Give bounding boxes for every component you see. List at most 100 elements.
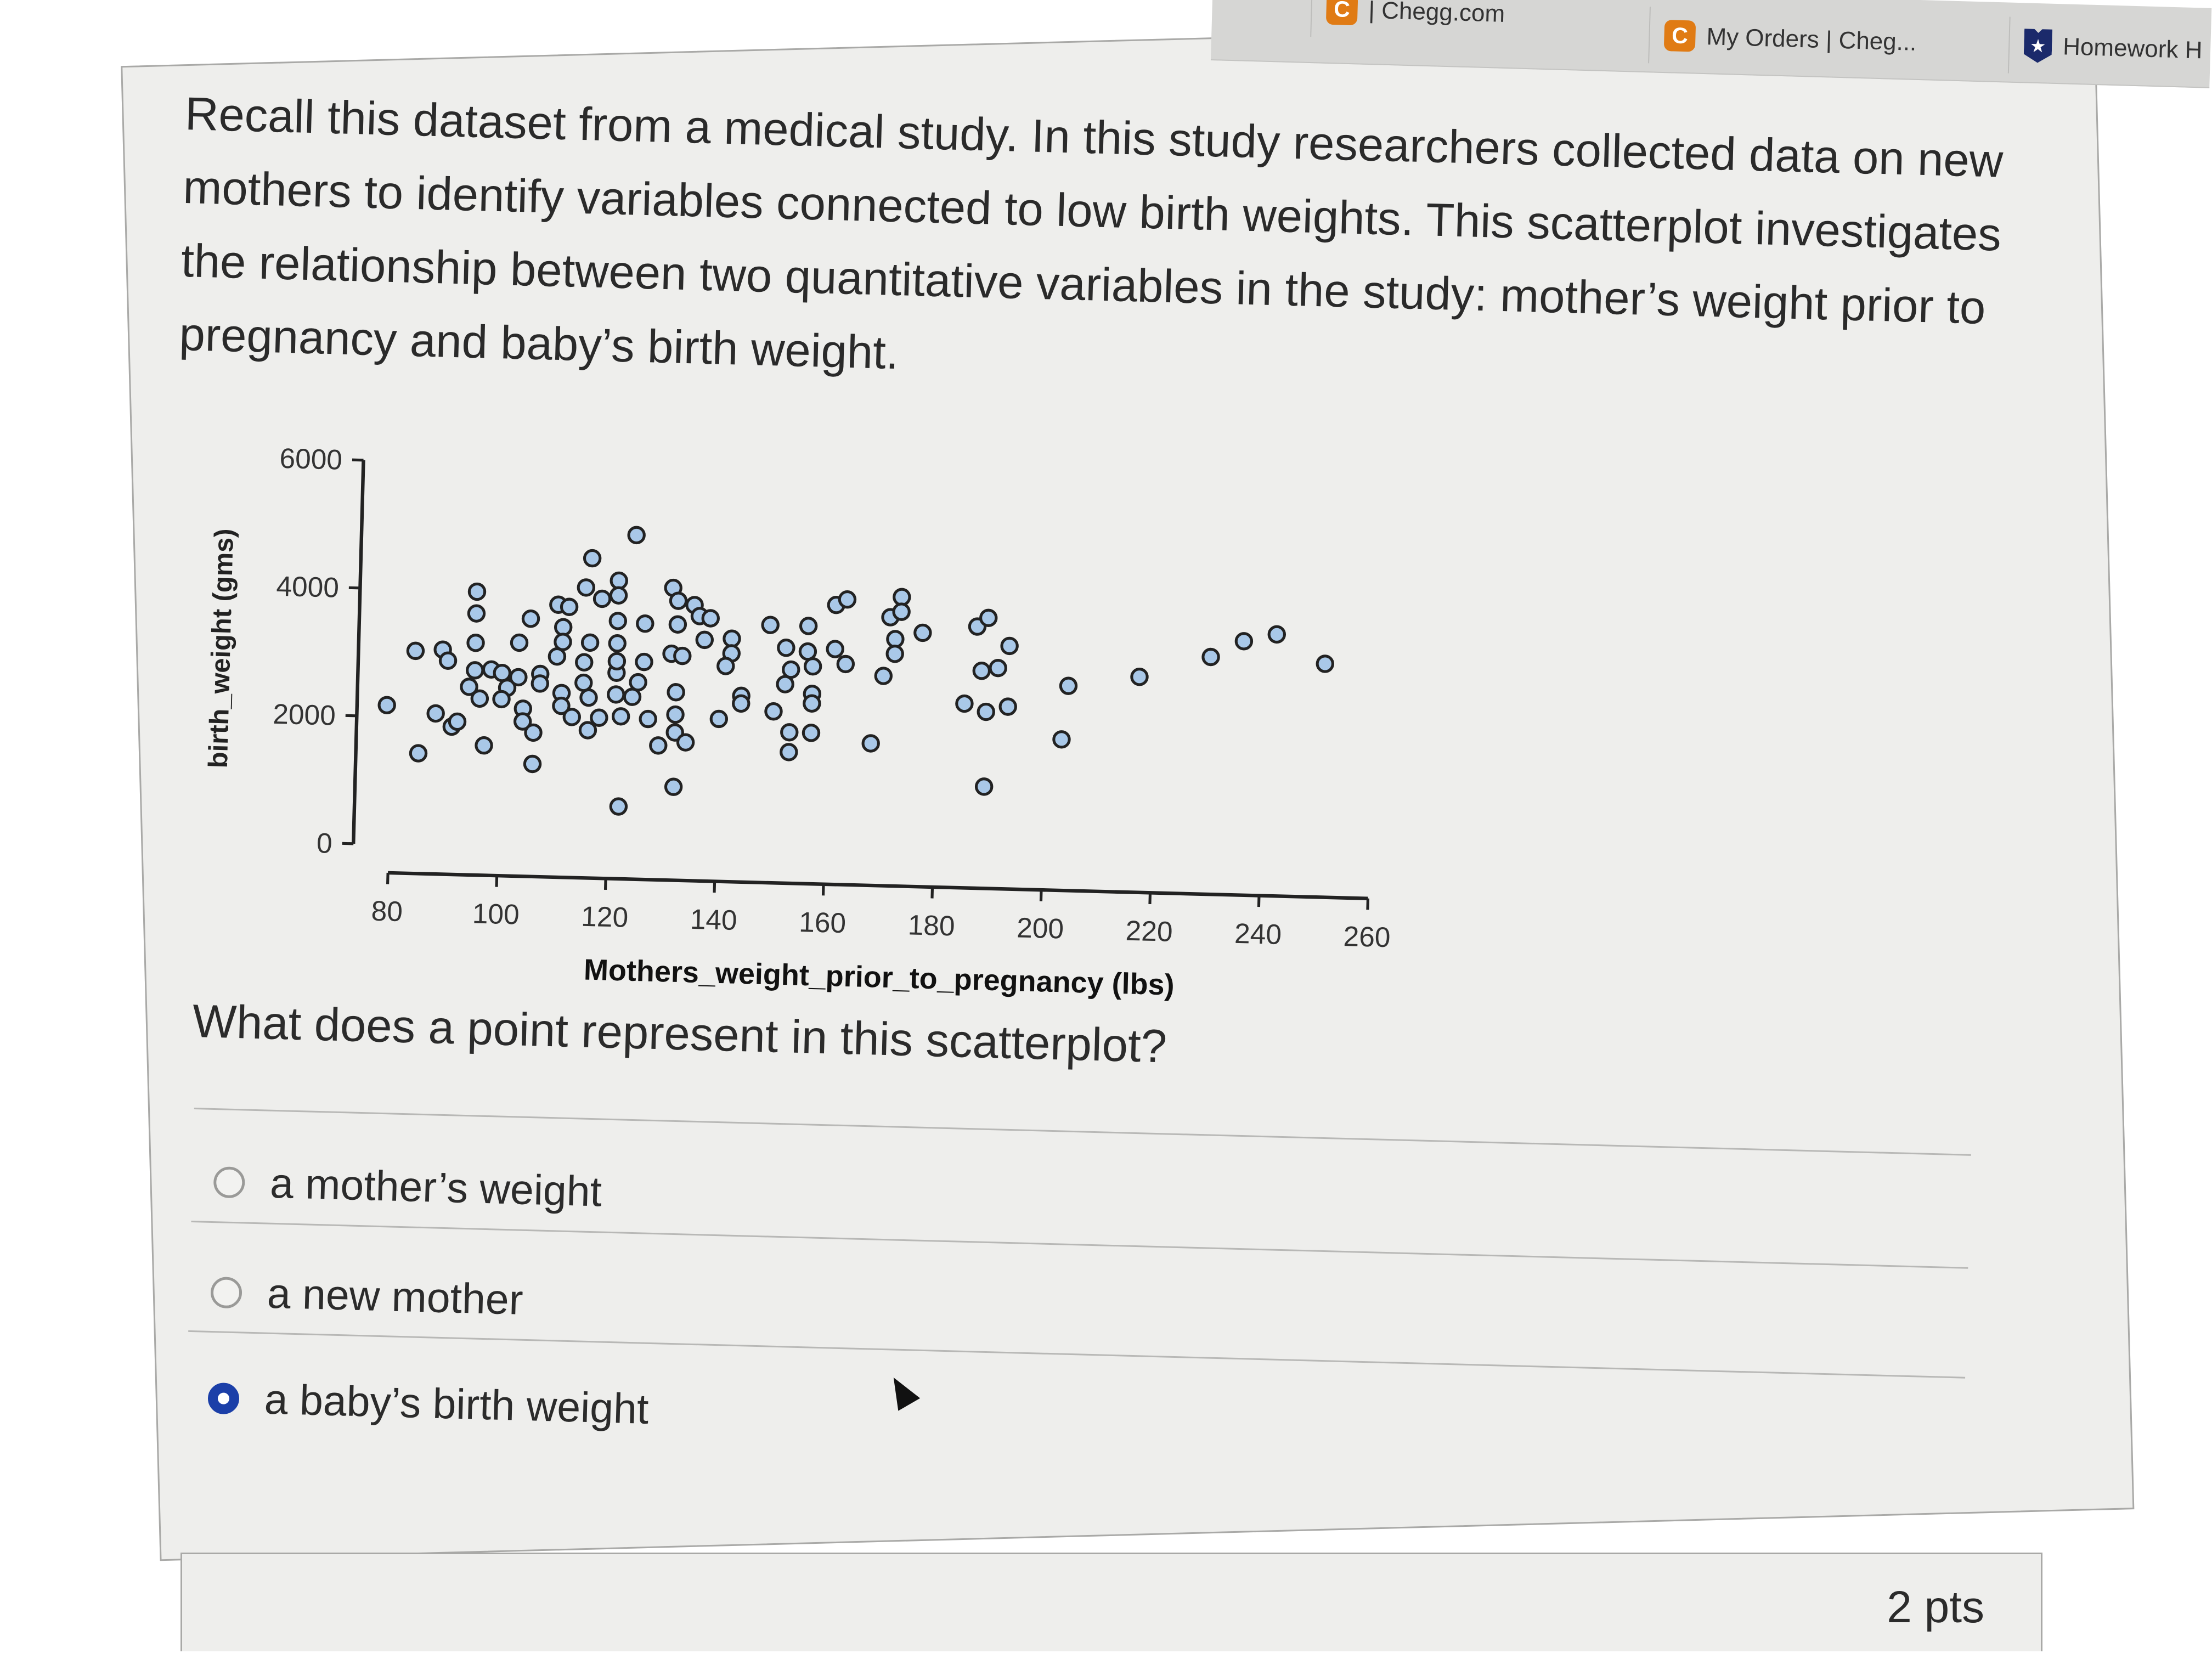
radio-button[interactable] [213,1166,246,1199]
data-point [701,609,720,628]
option-mothers-weight[interactable]: a mother’s weight [213,1158,602,1217]
option-birth-weight[interactable]: a baby’s birth weight [207,1374,650,1434]
radio-button-selected[interactable] [207,1382,240,1415]
data-point [1234,632,1254,651]
data-point [664,777,683,796]
data-point [409,744,428,763]
data-point [716,657,735,675]
data-point [448,712,467,731]
question-content: Recall this dataset from a medical study… [150,77,2062,1498]
points-label: 2 pts [1887,1582,1984,1632]
data-point [1059,676,1078,695]
data-point [1130,668,1149,686]
x-tick [821,884,825,896]
data-point [608,634,627,653]
x-axis-label: Mothers_weight_prior_to_pregnancy (lbs) [583,953,1175,1001]
data-point [777,639,795,657]
data-point [623,687,642,706]
data-point [438,651,458,670]
data-point [673,646,692,665]
option-label: a mother’s weight [269,1159,603,1216]
data-point [607,652,627,671]
option-label: a baby’s birth weight [263,1375,650,1433]
data-point [764,702,783,721]
data-point [676,733,695,752]
x-tick-label: 180 [907,909,955,941]
data-point [578,721,597,740]
data-point [609,586,628,605]
shield-star-icon: ★ [2023,29,2052,63]
data-point [466,634,485,652]
data-point [608,612,628,630]
data-point [974,777,994,796]
data-point [979,608,998,627]
data-point [668,615,687,634]
data-point [513,712,532,731]
data-point [607,685,625,704]
browser-tab-chegg[interactable]: C | Chegg.com [1310,0,1506,42]
data-point [521,610,540,628]
data-point [406,641,425,661]
data-point [470,689,489,708]
x-tick-label: 260 [1343,920,1391,953]
browser-tab-homework[interactable]: ★ Homework H [2007,16,2203,79]
browser-tab-my-orders[interactable]: C My Orders | Cheg... [1648,7,1917,71]
data-point [580,633,600,652]
x-tick-label: 100 [472,897,520,930]
x-axis [388,871,1368,900]
data-point [989,658,1007,678]
chegg-icon: C [1325,0,1358,26]
data-point [874,667,893,685]
data-point [799,617,818,635]
data-point [913,623,932,642]
data-point [510,633,529,652]
data-point [509,668,528,687]
data-point [885,645,904,663]
radio-button[interactable] [210,1276,242,1309]
tab-label: My Orders | Cheg... [1706,22,1917,56]
data-point [577,578,596,597]
x-tick [713,881,716,893]
x-tick-label: 200 [1017,911,1064,944]
y-axis [352,460,365,844]
x-tick-label: 220 [1125,915,1173,947]
data-point [669,591,688,610]
data-point [732,694,751,713]
data-point [609,797,628,816]
y-tick-label: 2000 [273,698,336,731]
tab-label: Homework H [2062,32,2203,64]
data-point [1201,647,1220,667]
data-point [552,696,571,715]
x-tick [495,876,499,887]
data-point [667,683,685,702]
data-point [803,694,821,713]
data-point [531,674,550,693]
data-point [803,657,822,676]
data-point [523,754,542,774]
data-point [780,743,798,761]
data-point [592,589,612,608]
data-point [798,642,817,661]
x-tick-label: 140 [690,903,737,936]
data-point [467,582,487,601]
data-point [1267,625,1286,644]
data-point [579,688,598,707]
question-text: Recall this dataset from a medical study… [178,87,2004,380]
data-point [836,654,855,674]
y-tick-label: 6000 [279,442,343,476]
data-point [574,673,593,692]
divider [191,1220,1968,1269]
data-point [695,630,714,650]
data-point [627,526,646,545]
data-point [1000,636,1019,656]
data-point [590,708,608,727]
data-point [892,602,911,621]
data-point [492,690,511,709]
data-point [972,662,991,680]
scatterplot: 0 2000 4000 6000 80 100 120 140 160 180 200 220 240 2… [204,442,1391,1002]
data-point [575,653,594,672]
data-point [977,702,995,721]
data-point [826,640,844,658]
data-point [1052,730,1071,749]
option-new-mother[interactable]: a new mother [210,1268,524,1325]
